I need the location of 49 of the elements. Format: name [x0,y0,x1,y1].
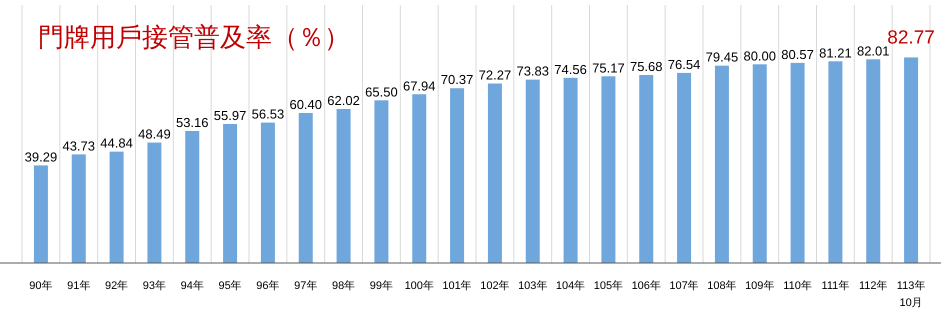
x-tick-label: 110年 [783,280,812,292]
data-label: 76.54 [668,56,700,72]
data-label: 73.83 [516,64,550,79]
x-tick-label: 105年 [594,280,624,292]
data-label: 65.50 [365,84,398,100]
x-tick-label: 91年 [67,280,90,292]
chart-title: 門牌用戶接管普及率（％） [38,22,350,52]
x-tick-label: 101年 [442,280,472,292]
x-tick-label: 102年 [480,280,510,292]
x-tick-label: 111年 [822,280,850,292]
x-tick-label: 92年 [104,280,128,292]
data-label: 74.56 [554,62,587,77]
x-tick-label: 98年 [332,280,356,292]
data-label: 60.40 [289,96,322,112]
x-tick-label: 109年 [745,280,774,292]
data-label: 81.21 [819,45,852,60]
data-label: 75.17 [592,60,625,76]
data-label: 43.73 [62,138,96,154]
data-label: 67.94 [402,78,436,94]
annotation: 82.77 [887,27,935,48]
x-tick-label: 94年 [180,280,204,292]
x-tick-label: 103年 [518,280,548,292]
x-tick-label: 108年 [707,280,737,292]
x-tick-label: 100年 [404,280,434,292]
x-tick-label: 112年 [858,280,888,292]
x-tick-label: 96年 [256,280,280,292]
data-label: 79.45 [706,50,738,65]
x-tick-label: 93年 [142,280,166,292]
data-label: 70.37 [440,72,474,88]
data-label: 39.29 [24,149,58,164]
data-label: 80.00 [743,48,776,64]
data-label: 44.84 [100,136,133,151]
x-tick-label: 107年 [669,280,699,292]
x-tick-label: 97年 [294,280,318,292]
x-tick-label: 104年 [556,280,586,292]
data-label: 75.68 [630,59,663,74]
data-label: 72.27 [478,68,512,82]
x-tick-label: 95年 [218,280,242,292]
x-tick-label: 99年 [370,280,394,292]
x-tick-label: 106年 [632,280,661,292]
data-label: 56.53 [252,106,284,122]
x-tick-label: 90年 [29,280,53,292]
data-label: 80.57 [781,46,814,62]
x-tick-label: 113年 10月 [896,280,926,309]
data-label: 53.16 [176,114,209,130]
data-label: 48.49 [138,126,171,142]
data-label: 62.02 [327,92,360,108]
data-label: 82.01 [856,43,890,58]
data-label: 55.97 [214,108,246,123]
